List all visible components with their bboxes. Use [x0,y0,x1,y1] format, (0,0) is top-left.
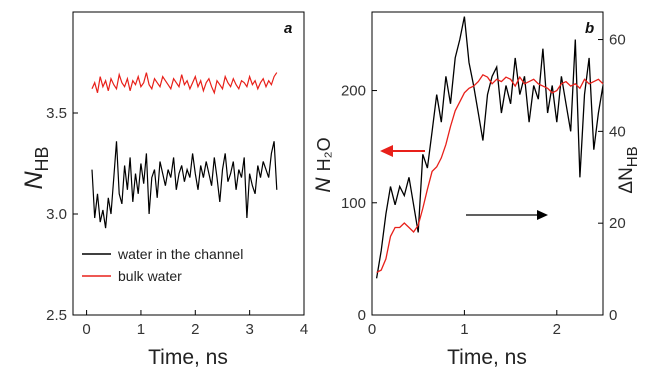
panel-a-series-line-1 [91,72,278,95]
panel-b-xtick-label-0: 0 [368,321,376,338]
panel-b-right-ytick-label-2: 40 [609,123,626,140]
legend-label-bulk: bulk water [118,268,182,284]
panel-a-xtick-label-1: 1 [137,321,145,338]
legend-label-channel: water in the channel [117,246,243,262]
panel-a-xtick-label-3: 3 [245,321,253,338]
panel-a-ytick-label-0: 2.5 [46,307,67,324]
panel-b-right-y-ticks: 0 20 40 60 [598,32,626,324]
panel-b-ylabel-left: NH₂O [312,137,335,192]
panel-a-xtick-label-0: 0 [82,321,90,338]
panel-a-ytick-label-1: 3.0 [46,206,67,223]
panel-a-series-line-0 [91,141,278,229]
panel-b-series-line-0 [375,16,604,279]
panel-b-left-y-ticks: 0 100 200 [341,83,377,324]
panel-b-frame [371,11,604,316]
panel-b-series [375,16,604,279]
panel-b-right-ytick-label-0: 0 [609,307,617,324]
left-axis-arrow-head [380,145,393,157]
panel-a-series [91,72,278,229]
panel-b-x-ticks: 0 1 2 [368,310,561,338]
panel-b-right-ytick-label-1: 20 [609,215,626,232]
panel-a-tag: a [284,20,292,37]
panel-b-xtick-label-2: 2 [553,321,561,338]
left-axis-arrow [380,145,425,157]
panel-b-tag: b [585,20,594,37]
panel-a-xtick-label-4: 4 [300,321,308,338]
panel-b-right-ytick-label-3: 60 [609,32,626,49]
panel-b-left-ytick-label-0: 0 [358,307,366,324]
panel-b-left-ytick-label-1: 100 [341,195,366,212]
panel-a-xtick-label-2: 2 [191,321,199,338]
panel-a-ylabel: NHB [20,146,52,189]
panel-a-x-ticks: 0 1 2 3 4 [82,310,308,338]
panel-a-xlabel: Time, ns [148,346,228,369]
right-axis-arrow-head [537,210,548,220]
panel-b-ylabel-right: ΔNHB [616,146,641,193]
legend: water in the channel bulk water [82,246,243,284]
panel-a-ytick-label-2: 3.5 [46,105,67,122]
right-axis-arrow [466,210,548,220]
panel-b-xtick-label-1: 1 [460,321,468,338]
panel-a-y-ticks: 2.5 3.0 3.5 [46,105,78,324]
panel-a-frame [72,11,305,316]
panel-b-xlabel: Time, ns [447,346,527,369]
panel-b-left-ytick-label-2: 200 [341,83,366,100]
panel-b-series-line-1 [376,73,604,273]
